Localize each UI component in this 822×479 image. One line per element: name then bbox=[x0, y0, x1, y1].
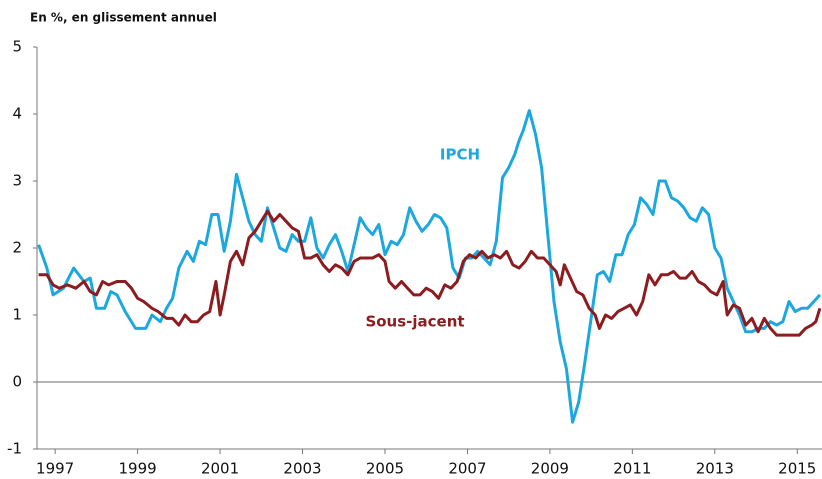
x-tick-label: 2009 bbox=[531, 460, 569, 478]
x-tick-label: 2013 bbox=[696, 460, 734, 478]
x-tick-label: 2005 bbox=[366, 460, 404, 478]
x-tick-label: 2007 bbox=[448, 460, 486, 478]
x-tick-label: 1999 bbox=[119, 460, 157, 478]
y-tick-label: 2 bbox=[12, 239, 22, 257]
y-tick-label: 3 bbox=[12, 172, 22, 190]
x-tick-label: 2011 bbox=[613, 460, 651, 478]
chart-title: En %, en glissement annuel bbox=[30, 11, 217, 25]
series-label: Sous-jacent bbox=[365, 313, 464, 331]
x-tick-label: 2015 bbox=[778, 460, 816, 478]
y-tick-label: 1 bbox=[12, 306, 22, 324]
series-line bbox=[37, 109, 822, 424]
y-tick-label: 5 bbox=[12, 38, 22, 56]
x-tick-label: 1997 bbox=[36, 460, 74, 478]
x-tick-label: 2001 bbox=[201, 460, 239, 478]
y-tick-label: -1 bbox=[7, 440, 22, 458]
x-tick-label: 2003 bbox=[283, 460, 321, 478]
y-tick-label: 4 bbox=[12, 105, 22, 123]
series-label: IPCH bbox=[440, 146, 480, 164]
series-line bbox=[38, 209, 822, 337]
y-tick-label: 0 bbox=[12, 373, 22, 391]
